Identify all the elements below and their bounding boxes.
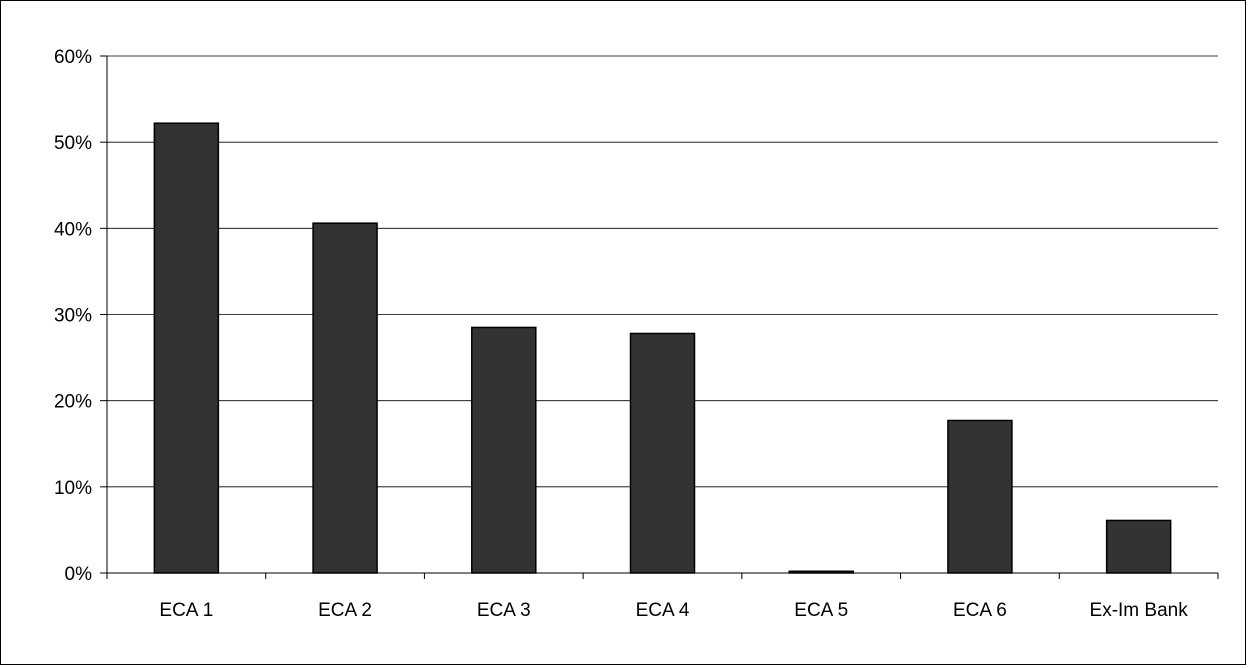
gridlines [107,55,1218,488]
x-tick-label: ECA 6 [953,600,1007,621]
y-tick-label: 30% [54,306,92,327]
y-tick-label: 40% [54,219,92,240]
x-tick-label: ECA 1 [159,600,213,621]
x-tick-labels: ECA 1 ECA 2 ECA 3 ECA 4 ECA 5 ECA 6 Ex-Im Bank [159,600,1188,621]
x-tick-label: Ex-Im Bank [1090,600,1189,621]
bar-ex-im-bank [1105,519,1172,574]
x-tick-label: ECA 4 [636,600,690,621]
x-tick-label: ECA 3 [477,600,531,621]
bar-eca-1 [153,122,220,574]
bar-eca-5 [788,570,854,574]
bars [153,122,1172,574]
y-tick-label: 50% [54,133,92,154]
y-tick-label: 0% [65,564,93,585]
y-tick-label: 20% [54,392,92,413]
bar-eca-2 [312,222,378,574]
bar-eca-3 [471,326,537,574]
y-tick-labels: 0% 10% 20% 30% 40% 50% 60% [54,47,92,585]
bar-eca-4 [629,332,696,574]
x-tick-label: ECA 5 [794,600,848,621]
bar-eca-6 [947,419,1013,574]
y-tick-label: 60% [54,47,92,68]
y-tick-label: 10% [54,478,92,499]
x-tick-label: ECA 2 [318,600,372,621]
